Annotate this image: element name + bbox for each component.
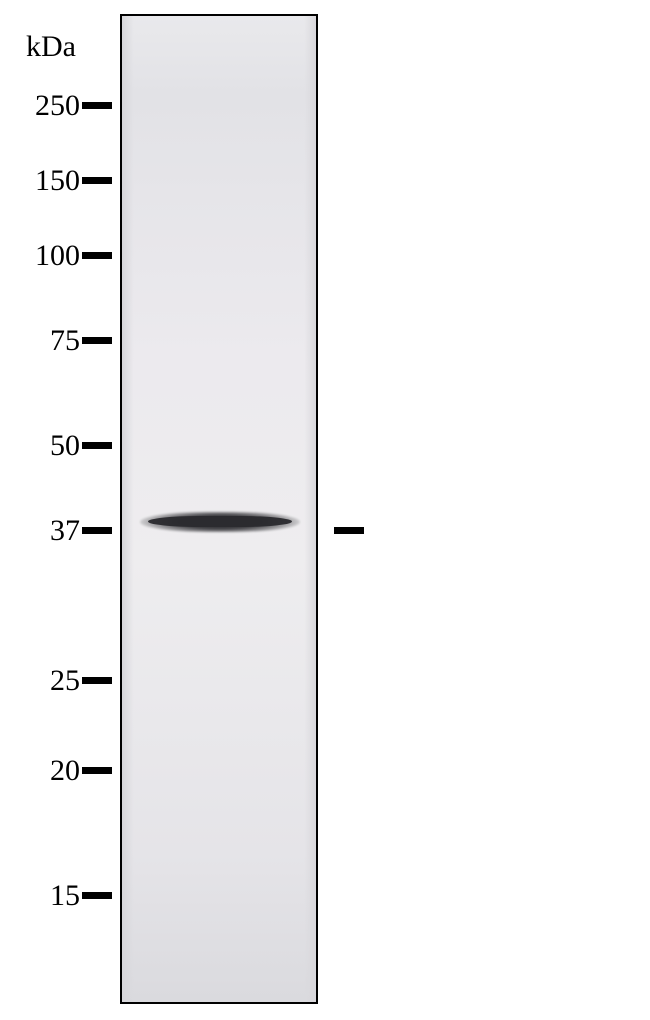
mw-label-20: 20 — [0, 754, 80, 788]
mw-tick-75 — [82, 337, 112, 344]
mw-tick-50 — [82, 442, 112, 449]
kda-header: kDa — [26, 30, 76, 64]
mw-label-100: 100 — [0, 239, 80, 273]
mw-tick-20 — [82, 767, 112, 774]
mw-tick-100 — [82, 252, 112, 259]
mw-label-37: 37 — [0, 514, 80, 548]
blot-frame — [120, 14, 318, 1004]
mw-label-75: 75 — [0, 324, 80, 358]
mw-label-15: 15 — [0, 879, 80, 913]
figure-container: kDa 250 150 100 75 50 37 25 20 15 — [0, 0, 650, 1020]
mw-label-250: 250 — [0, 89, 80, 123]
blot-lane — [122, 16, 316, 1002]
mw-tick-150 — [82, 177, 112, 184]
band-indicator-tick — [334, 527, 364, 534]
mw-label-150: 150 — [0, 164, 80, 198]
mw-tick-37 — [82, 527, 112, 534]
mw-tick-250 — [82, 102, 112, 109]
mw-label-50: 50 — [0, 429, 80, 463]
mw-tick-15 — [82, 892, 112, 899]
main-band-core — [148, 516, 292, 527]
mw-label-25: 25 — [0, 664, 80, 698]
mw-tick-25 — [82, 677, 112, 684]
